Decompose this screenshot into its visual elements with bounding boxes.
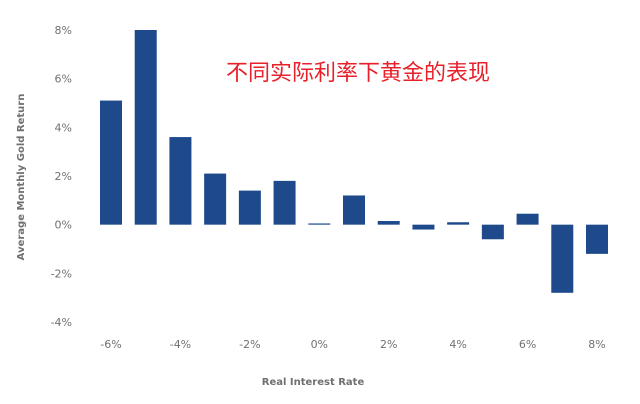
x-tick-label: -4% (170, 338, 191, 351)
y-tick-label: 6% (55, 73, 72, 86)
bar (273, 180, 296, 225)
bar (551, 224, 574, 293)
x-tick-label: -6% (100, 338, 121, 351)
y-tick-label: -2% (51, 267, 72, 280)
bar (169, 137, 192, 225)
bar (100, 100, 122, 225)
x-tick-label: 6% (519, 338, 536, 351)
x-tick-label: 8% (588, 338, 605, 351)
y-tick-label: 0% (55, 219, 72, 232)
bar (308, 223, 331, 225)
x-tick-label: -2% (239, 338, 260, 351)
bars-layer (100, 30, 608, 293)
x-tick-label: 4% (449, 338, 466, 351)
bar (481, 224, 504, 240)
bar (343, 195, 365, 225)
bar (134, 30, 157, 225)
y-tick-label: 2% (55, 170, 72, 183)
bar (204, 173, 227, 225)
bar (447, 222, 470, 225)
y-axis-label: Average Monthly Gold Return (16, 94, 27, 261)
bar (586, 224, 608, 254)
x-axis-label: Real Interest Rate (262, 377, 365, 388)
y-tick-label: 4% (55, 121, 72, 134)
y-tick-label: -4% (51, 316, 72, 329)
bar (377, 221, 400, 225)
y-axis-ticks: -4% -2% 0% 2% 4% 6% 8% (51, 24, 72, 329)
x-tick-label: 0% (311, 338, 328, 351)
bar (412, 224, 435, 230)
bar (238, 190, 261, 225)
y-tick-label: 8% (55, 24, 72, 37)
x-tick-label: 2% (380, 338, 397, 351)
chart-title: 不同实际利率下黄金的表现 (226, 61, 490, 86)
x-axis-ticks: -6% -4% -2% 0% 2% 4% 6% 8% (100, 338, 605, 351)
bar (516, 213, 539, 225)
